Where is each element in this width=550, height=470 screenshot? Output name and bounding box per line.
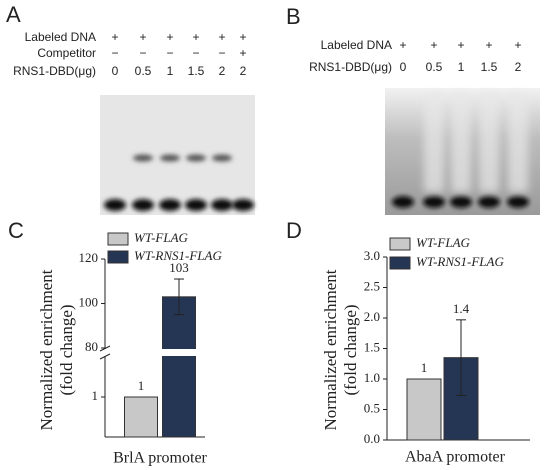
break-mark (99, 345, 111, 352)
lane-value: + (514, 38, 521, 52)
lane-value: 0 (400, 60, 407, 74)
free-dna-band (211, 199, 233, 211)
legend-label: WT-FLAG (416, 235, 471, 250)
free-dna-band (423, 196, 445, 208)
free-dna-band (232, 199, 254, 211)
lane-value: + (430, 38, 437, 52)
lane-value: 0 (112, 64, 119, 78)
axis-break-gap (99, 349, 199, 356)
row-label: Labeled DNA (25, 30, 96, 44)
lane-value: + (111, 30, 118, 44)
lane-value: − (218, 46, 225, 60)
shift-band (160, 154, 180, 162)
lane-value: + (166, 30, 173, 44)
free-dna-band (185, 199, 207, 211)
free-dna-band (392, 196, 414, 208)
lane-value: 2 (240, 64, 247, 78)
shift-band (133, 154, 153, 162)
lane-value: + (239, 30, 246, 44)
free-dna-band (104, 199, 126, 211)
lane-value: + (485, 38, 492, 52)
bar (162, 296, 196, 438)
y-tick-label: 1 (92, 388, 99, 403)
y-axis-label: (fold change) (341, 304, 360, 395)
lane-value: 1.5 (481, 60, 498, 74)
row-label: RNS1-DBD(μg) (13, 64, 96, 78)
y-tick-label: 2.0 (364, 309, 380, 324)
lane-value: 1 (458, 60, 465, 74)
free-dna-band (132, 199, 154, 211)
bar (406, 378, 442, 441)
legend-label: WT-FLAG (134, 230, 189, 245)
y-tick-label: 100 (79, 294, 99, 309)
lane-value: + (218, 30, 225, 44)
value-label: 1 (138, 378, 145, 393)
panel-label: C (8, 218, 24, 243)
lane-value: 0.5 (426, 60, 443, 74)
row-label: Labeled DNA (321, 38, 392, 52)
legend-swatch (389, 237, 411, 251)
lane-value: − (111, 46, 118, 60)
x-axis-label: BrlA promoter (113, 450, 207, 467)
y-axis-label: (fold change) (57, 304, 76, 395)
smear (424, 92, 444, 192)
row-label: RNS1-DBD(μg) (309, 60, 392, 74)
lane-value: 1.5 (188, 64, 205, 78)
legend-label: WT-RNS1-FLAG (134, 248, 222, 263)
shift-band (212, 154, 232, 162)
lane-value: + (139, 30, 146, 44)
lane-value: − (192, 46, 199, 60)
lane-value: − (139, 46, 146, 60)
smear (508, 92, 528, 192)
y-tick-label: 0.0 (364, 431, 380, 446)
y-tick-label: 80 (85, 339, 98, 354)
lane-value: 2 (219, 64, 226, 78)
y-tick-label: 120 (79, 250, 99, 265)
y-axis-label: Normalized enrichment (37, 269, 56, 430)
lane-value: 1 (167, 64, 174, 78)
row-label: Competitor (37, 46, 96, 60)
y-axis-label: Normalized enrichment (321, 269, 340, 430)
break-mark (99, 353, 111, 360)
y-tick-label: 0.5 (364, 400, 380, 415)
bar (124, 396, 158, 438)
panel-label: A (6, 2, 21, 27)
y-tick-label: 1.0 (364, 370, 380, 385)
y-tick-label: 2.5 (364, 278, 380, 293)
lane-value: + (399, 38, 406, 52)
free-dna-band (159, 199, 181, 211)
smear (479, 92, 499, 192)
y-tick-label: 1.5 (364, 339, 380, 354)
lane-value: + (457, 38, 464, 52)
value-label: 1 (421, 360, 428, 375)
legend-label: WT-RNS1-FLAG (416, 254, 504, 269)
lane-value: 2 (515, 60, 522, 74)
panel-label: B (286, 4, 301, 29)
lane-value: 0.5 (135, 64, 152, 78)
value-label: 103 (169, 260, 189, 275)
panel-label: D (286, 218, 302, 243)
lane-value: − (166, 46, 173, 60)
x-axis-label: AbaA promoter (405, 449, 506, 466)
lane-value: + (239, 46, 246, 60)
free-dna-band (450, 196, 472, 208)
shift-band (186, 154, 206, 162)
y-tick-label: 3.0 (364, 248, 380, 263)
free-dna-band (478, 196, 500, 208)
legend-swatch (107, 250, 129, 264)
legend-swatch (389, 256, 411, 270)
bar (443, 357, 479, 441)
legend-swatch (107, 232, 129, 246)
lane-value: + (192, 30, 199, 44)
value-label: 1.4 (453, 301, 470, 316)
smear (451, 92, 471, 192)
gel-a (100, 95, 255, 215)
free-dna-band (507, 196, 529, 208)
